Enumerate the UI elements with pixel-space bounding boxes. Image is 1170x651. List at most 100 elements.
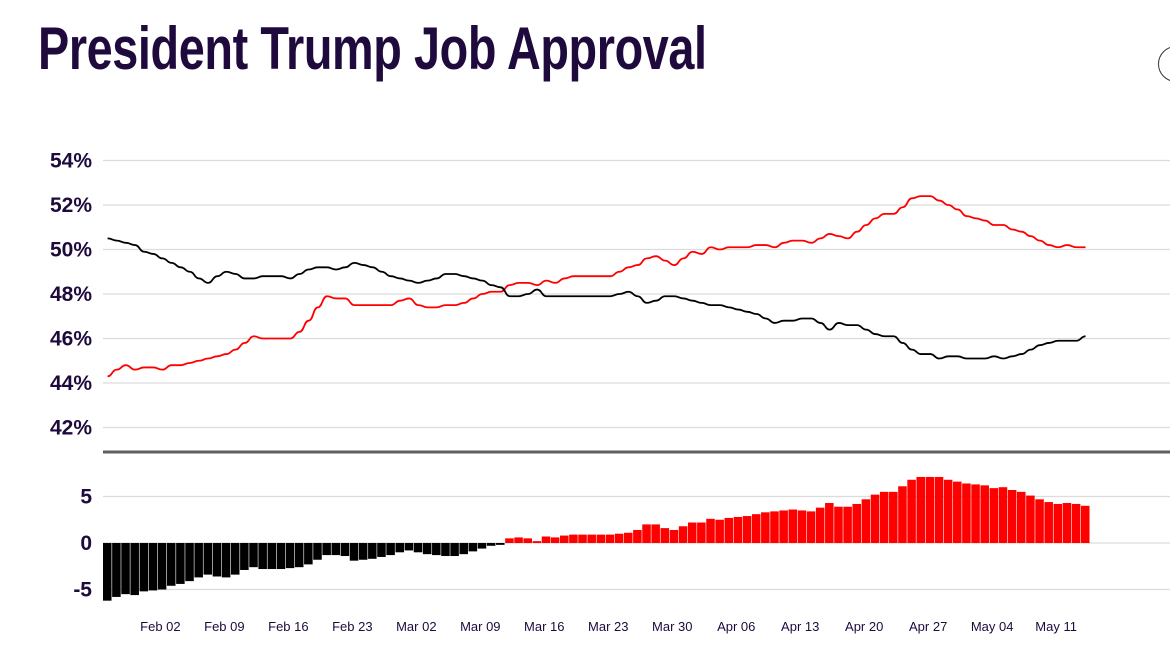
- net-bar: [386, 543, 395, 556]
- net-bar: [413, 543, 423, 553]
- net-bar: [669, 529, 679, 543]
- net-bar: [815, 507, 825, 543]
- net-bar: [596, 534, 606, 543]
- x-tick-label: Mar 02: [396, 619, 436, 634]
- x-axis-labels: Feb 02 Feb 09 Feb 16 Feb 23 Mar 02 Mar 09 Mar …: [140, 619, 1077, 634]
- net-bar: [157, 543, 167, 590]
- net-bar: [240, 543, 249, 570]
- net-bar: [331, 543, 341, 556]
- net-bar: [404, 543, 414, 551]
- net-bar: [523, 538, 532, 543]
- net-bar: [742, 516, 752, 543]
- net-bar: [422, 543, 432, 555]
- net-bar: [441, 543, 450, 557]
- y-tick-label: 54%: [50, 150, 92, 173]
- net-bar: [925, 476, 935, 543]
- x-tick-label: Feb 02: [140, 619, 180, 634]
- net-bar: [660, 528, 670, 543]
- y-tick-label: 52%: [50, 194, 92, 217]
- net-bar: [276, 543, 286, 570]
- net-bar: [724, 517, 734, 543]
- x-tick-label: Feb 16: [268, 619, 308, 634]
- y-tick-label: 0: [80, 532, 92, 555]
- net-bar: [687, 522, 697, 543]
- net-bar: [889, 491, 898, 543]
- net-bar: [514, 537, 523, 543]
- net-bar: [1044, 502, 1053, 543]
- net-bar: [614, 533, 624, 543]
- net-bar: [459, 543, 468, 555]
- net-bar: [861, 499, 871, 543]
- net-bar: [541, 536, 551, 543]
- net-bar: [130, 543, 139, 596]
- net-bar: [1007, 489, 1017, 543]
- net-bar: [834, 506, 843, 543]
- net-bar: [715, 519, 724, 543]
- net-bar: [623, 532, 633, 543]
- x-tick-label: Apr 13: [781, 619, 819, 634]
- y-tick-label: 50%: [50, 239, 92, 262]
- net-bar: [185, 543, 194, 582]
- net-bar: [285, 543, 295, 569]
- net-bar: [121, 543, 130, 595]
- x-tick-label: Mar 30: [652, 619, 692, 634]
- net-bar: [761, 512, 770, 543]
- net-bar: [678, 526, 688, 543]
- net-bar: [843, 506, 852, 543]
- net-bar: [432, 543, 441, 556]
- net-bar: [212, 543, 222, 577]
- x-tick-label: Feb 23: [332, 619, 372, 634]
- net-bar: [368, 543, 377, 559]
- net-bar: [870, 494, 880, 543]
- net-bar: [633, 529, 642, 543]
- net-bar: [779, 510, 788, 543]
- net-bar: [267, 543, 277, 570]
- net-bar: [249, 543, 258, 568]
- net-bar: [477, 543, 487, 549]
- net-bar: [349, 543, 359, 561]
- y-tick-label: 42%: [50, 417, 92, 440]
- x-tick-label: Apr 20: [845, 619, 883, 634]
- net-bar: [797, 510, 807, 543]
- net-bar: [934, 476, 944, 543]
- net-bar: [377, 543, 386, 557]
- net-bar: [505, 538, 514, 543]
- x-tick-label: Feb 09: [204, 619, 244, 634]
- net-bar: [953, 481, 962, 543]
- net-bar: [1053, 503, 1063, 543]
- net-bar: [322, 543, 331, 556]
- net-bar: [569, 534, 578, 543]
- net-bar: [962, 483, 971, 543]
- net-bar: [916, 476, 925, 543]
- net-bar: [358, 543, 368, 560]
- net-bar: [806, 511, 816, 543]
- net-bar: [496, 543, 505, 545]
- x-tick-label: May 11: [1035, 619, 1077, 634]
- net-bar: [560, 535, 569, 543]
- net-bars: [103, 476, 1090, 601]
- x-tick-label: Apr 06: [717, 619, 755, 634]
- net-bar: [304, 543, 313, 565]
- net-bar: [788, 509, 798, 543]
- net-bar: [1026, 495, 1035, 543]
- net-bar: [112, 543, 121, 597]
- net-bar: [340, 543, 350, 557]
- x-tick-label: Mar 09: [460, 619, 500, 634]
- net-bar: [221, 543, 231, 578]
- net-bar: [733, 516, 743, 543]
- x-tick-label: Apr 27: [909, 619, 947, 634]
- net-bar: [468, 543, 478, 552]
- net-bar: [486, 543, 496, 546]
- net-bar: [166, 543, 176, 586]
- net-bar: [103, 543, 112, 601]
- net-bar: [313, 543, 322, 560]
- net-bar: [258, 543, 267, 570]
- net-bar: [1062, 503, 1072, 543]
- net-bar: [697, 522, 706, 543]
- net-bar: [587, 534, 596, 543]
- net-bar: [1017, 491, 1026, 543]
- net-bar: [1071, 503, 1081, 543]
- y-axis-labels: 54% 52% 50% 48% 46% 44% 42% 5 0 -5: [50, 150, 92, 602]
- net-bar: [578, 534, 587, 543]
